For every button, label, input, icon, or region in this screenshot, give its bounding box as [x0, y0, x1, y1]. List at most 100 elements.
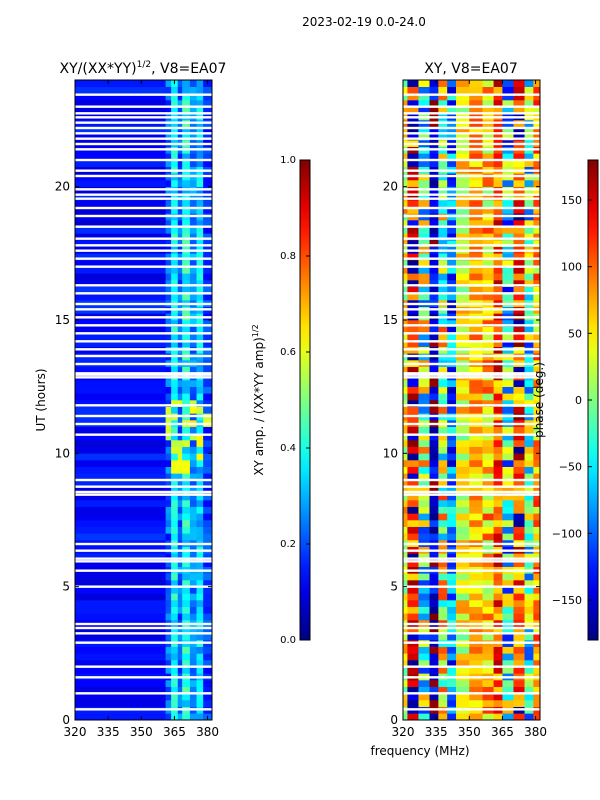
phase-cell: [456, 653, 470, 661]
phase-cell: [533, 100, 541, 107]
amplitude-cell: [182, 593, 191, 601]
amplitude-y-tick-label: 20: [55, 180, 70, 194]
phase-cell: [403, 260, 408, 267]
amplitude-flagged-row: [75, 354, 212, 358]
amplitude-cell: [177, 606, 183, 614]
phase-cell: [438, 633, 448, 641]
phase-cell: [438, 500, 448, 507]
phase-cell: [533, 460, 541, 467]
amplitude-cell: [196, 693, 204, 701]
phase-cell: [493, 446, 503, 454]
amplitude-cell: [171, 700, 179, 707]
amplitude-cell: [171, 526, 179, 534]
amplitude-cell: [203, 666, 213, 674]
amplitude-cell: [165, 280, 172, 287]
phase-cell: [407, 633, 419, 641]
amplitude-cell: [75, 366, 166, 374]
phase-cell: [456, 646, 470, 654]
phase-cell: [469, 473, 483, 481]
phase-cell: [513, 326, 525, 334]
amplitude-flagged-row: [75, 302, 212, 306]
phase-cell: [407, 580, 419, 587]
phase-cell: [524, 106, 534, 114]
phase-cell: [447, 386, 457, 394]
phase-cell: [493, 406, 503, 414]
phase-cell: [407, 426, 419, 434]
phase-cell: [502, 380, 514, 387]
phase-cell: [429, 206, 439, 214]
amplitude-cell: [182, 440, 191, 447]
amplitude-cell: [189, 320, 197, 327]
phase-cell: [469, 106, 483, 114]
amplitude-cell: [165, 393, 172, 401]
phase-cell: [403, 573, 408, 581]
phase-cell: [447, 573, 457, 581]
phase-cell: [524, 100, 534, 107]
phase-cell: [429, 613, 439, 621]
amplitude-cell: [75, 686, 166, 694]
amplitude-cell: [171, 286, 179, 294]
phase-cell: [407, 646, 419, 654]
amplitude-cell: [177, 613, 183, 621]
phase-cell: [429, 486, 439, 494]
amplitude-cell: [189, 586, 197, 594]
phase-cell: [493, 426, 503, 434]
phase-cell: [513, 280, 525, 287]
phase-cell: [438, 440, 448, 447]
amplitude-cell: [203, 513, 213, 521]
phase-x-tick-label: 350: [458, 725, 481, 739]
phase-cell: [407, 473, 419, 481]
amplitude-cell: [196, 366, 204, 374]
phase-cell: [456, 153, 470, 161]
phase-cell: [447, 600, 457, 607]
phase-cell: [482, 400, 494, 407]
phase-flagged-row: [403, 112, 540, 115]
amplitude-cell: [182, 86, 191, 94]
phase-cell: [447, 486, 457, 494]
phase-cell: [513, 593, 525, 601]
phase-cell: [513, 266, 525, 274]
amplitude-cell: [189, 180, 197, 187]
phase-cell: [493, 160, 503, 167]
amplitude-cell: [165, 600, 172, 607]
phase-cell: [533, 280, 541, 287]
phase-cell: [403, 106, 408, 114]
phase-cell: [493, 586, 503, 594]
phase-cell: [493, 393, 503, 401]
amplitude-cell: [75, 626, 166, 634]
phase-cell: [482, 646, 494, 654]
phase-cell: [447, 520, 457, 527]
phase-cell: [482, 240, 494, 247]
amplitude-cell: [177, 626, 183, 634]
amplitude-flagged-row: [75, 188, 212, 191]
phase-cell: [524, 286, 534, 294]
phase-cell: [407, 513, 419, 521]
phase-cell: [524, 666, 534, 674]
phase-cell: [438, 506, 448, 514]
phase-cell: [407, 386, 419, 394]
phase-cell: [407, 206, 419, 214]
amplitude-cell: [177, 480, 183, 487]
amplitude-cell: [182, 653, 191, 661]
phase-cell: [429, 520, 439, 527]
amplitude-cell: [182, 693, 191, 701]
amplitude-cell: [165, 286, 172, 294]
phase-cell: [493, 233, 503, 241]
phase-cell: [533, 513, 541, 521]
phase-cell: [524, 333, 534, 341]
amplitude-cell: [165, 626, 172, 634]
amplitude-cell: [203, 133, 213, 141]
phase-cell: [469, 433, 483, 441]
phase-cell: [513, 713, 525, 721]
amplitude-colorbar-tick-label: 1.0: [280, 155, 296, 166]
phase-cell: [418, 386, 430, 394]
phase-cell: [429, 400, 439, 407]
phase-cell: [418, 700, 430, 707]
amplitude-cell: [165, 660, 172, 667]
phase-cell: [418, 520, 430, 527]
phase-cell: [403, 326, 408, 334]
amplitude-cell: [196, 133, 204, 141]
phase-flagged-row: [403, 225, 540, 228]
phase-cell: [493, 220, 503, 227]
amplitude-cell: [171, 260, 179, 267]
